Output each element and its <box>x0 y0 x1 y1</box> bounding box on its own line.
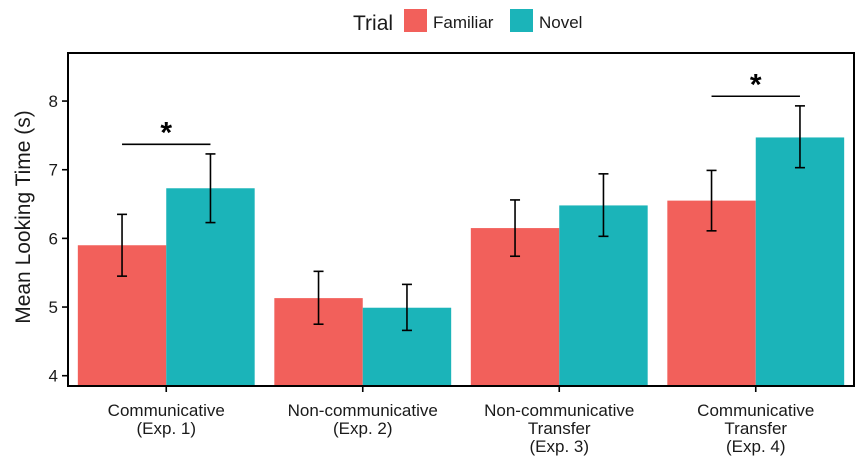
error-bar-familiar-3 <box>706 169 717 232</box>
error-bar-familiar-1 <box>313 270 324 326</box>
y-tick-label-4: 4 <box>49 367 58 386</box>
x-tick-label-line: Communicative <box>697 401 814 420</box>
significance-marker-1: * <box>711 68 800 101</box>
x-tick-label-line: Transfer <box>528 419 591 438</box>
plot-marks: ** <box>77 68 845 386</box>
x-tick-label-3: Communicative Transfer (Exp. 4) <box>697 401 814 456</box>
error-bar-novel-0 <box>205 153 216 224</box>
error-bar-novel-3 <box>794 105 805 169</box>
bar-novel-3 <box>755 137 845 386</box>
legend-label-familiar: Familiar <box>433 13 494 32</box>
x-tick-label-line: Transfer <box>724 419 787 438</box>
y-axis-title: Mean Looking Time (s) <box>12 110 35 324</box>
significance-asterisk: * <box>160 116 172 149</box>
significance-asterisk: * <box>750 68 762 101</box>
plot-frame <box>67 52 855 387</box>
y-tick-label-5: 5 <box>49 298 58 317</box>
x-tick-label-line: (Exp. 2) <box>333 419 393 438</box>
significance-marker-0: * <box>122 116 211 149</box>
legend-title: Trial <box>353 12 393 35</box>
y-tick-label-8: 8 <box>49 92 58 111</box>
error-bar-familiar-2 <box>510 199 521 258</box>
x-tick-label-line: Communicative <box>108 401 225 420</box>
error-bar-familiar-0 <box>117 213 128 277</box>
x-tick-label-line: (Exp. 1) <box>136 419 196 438</box>
x-tick-label-line: (Exp. 4) <box>726 437 786 456</box>
y-tick-label-6: 6 <box>49 229 58 248</box>
x-tick-label-line: (Exp. 3) <box>529 437 589 456</box>
error-bar-novel-2 <box>598 173 609 238</box>
y-axis: 4 5 6 7 8 <box>49 52 855 387</box>
x-tick-label-1: Non-communicative (Exp. 2) <box>288 401 438 438</box>
y-tick-label-7: 7 <box>49 161 58 180</box>
error-bar-novel-1 <box>401 283 412 332</box>
x-axis: Communicative (Exp. 1)Non-communicative (E… <box>108 386 814 456</box>
x-tick-label-line: Non-communicative <box>484 401 634 420</box>
legend-swatch-familiar <box>404 9 427 32</box>
legend: Trial Familiar Novel <box>353 9 582 35</box>
legend-swatch-novel <box>510 9 533 32</box>
x-tick-label-line: Non-communicative <box>288 401 438 420</box>
legend-label-novel: Novel <box>539 13 582 32</box>
x-tick-label-2: Non-communicative Transfer (Exp. 3) <box>484 401 634 456</box>
x-tick-label-0: Communicative (Exp. 1) <box>108 401 225 438</box>
